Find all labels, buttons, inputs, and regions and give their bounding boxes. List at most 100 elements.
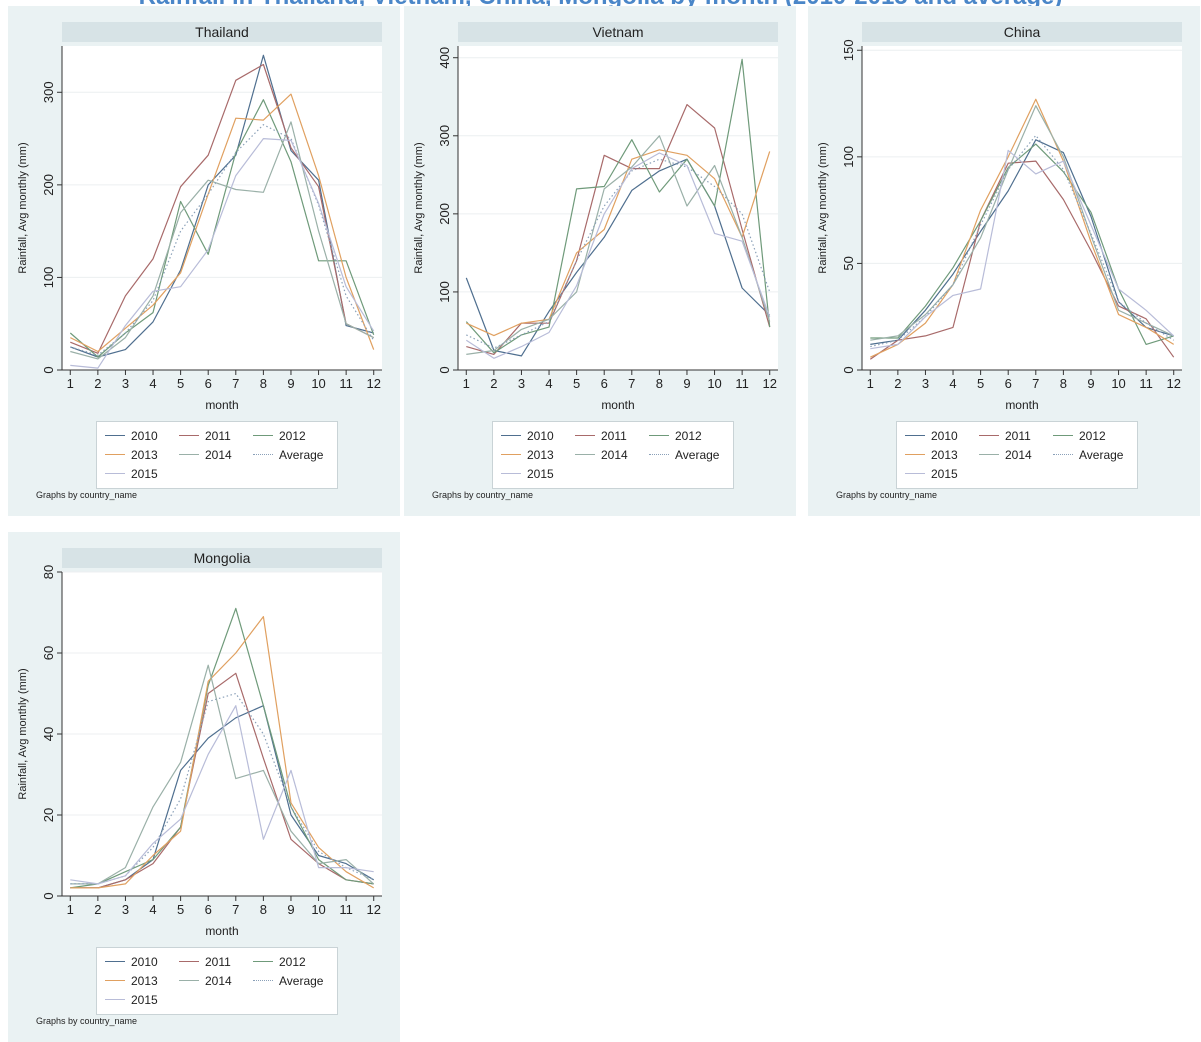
- panel-thailand: Thailand 0 100 200 300 1 2 3 4 5 6 7 8 9 10 11 12 month Ra…: [8, 6, 400, 516]
- graphs-by-note: Graphs by country_name: [432, 490, 534, 500]
- x-tick-label: 6: [205, 376, 212, 391]
- legend-swatch: [501, 473, 521, 474]
- graphs-by-note: Graphs by country_name: [36, 490, 138, 500]
- legend-swatch: [105, 454, 125, 455]
- x-tick-label: 10: [1111, 376, 1125, 391]
- legend-swatch: [179, 980, 199, 981]
- legend-label: 2010: [931, 429, 958, 443]
- x-tick-label: 2: [94, 902, 101, 917]
- x-tick-label: 11: [339, 902, 353, 917]
- legend: 2010 2011 2012 2013 2014 Average 2015: [96, 947, 338, 1015]
- facet-title: Mongolia: [194, 550, 251, 566]
- y-axis-title: Rainfall, Avg monthly (mm): [17, 142, 29, 273]
- x-tick-label: 12: [1166, 376, 1180, 391]
- facet-title: China: [1004, 24, 1041, 40]
- legend-swatch: [905, 454, 925, 455]
- x-tick-label: 12: [366, 376, 380, 391]
- legend-label: 2011: [205, 429, 231, 443]
- y-tick-label: 0: [41, 366, 56, 373]
- series-line-2013: [70, 615, 375, 889]
- legend-label: 2010: [131, 955, 158, 969]
- series-line-2010: [870, 139, 1174, 345]
- y-tick-label: 200: [41, 174, 56, 196]
- x-axis-title: month: [601, 398, 634, 412]
- legend-label: Average: [1079, 448, 1124, 462]
- plot-area: [62, 46, 382, 370]
- legend-swatch: [253, 454, 273, 455]
- legend-swatch: [253, 961, 273, 962]
- legend-swatch: [253, 435, 273, 436]
- facet-strip: [62, 22, 382, 42]
- x-tick-label: 10: [311, 902, 325, 917]
- y-tick-label: 0: [437, 366, 452, 373]
- legend-label: 2012: [279, 429, 306, 443]
- x-tick-label: 9: [683, 376, 690, 391]
- x-tick-label: 7: [232, 376, 239, 391]
- legend-swatch: [253, 980, 273, 981]
- x-tick-label: 4: [545, 376, 552, 391]
- x-tick-label: 6: [1005, 376, 1012, 391]
- plot-area: [862, 46, 1182, 370]
- graphs-by-note: Graphs by country_name: [36, 1016, 138, 1026]
- legend-label: 2013: [931, 448, 958, 462]
- legend-swatch: [979, 454, 999, 455]
- x-tick-label: 8: [260, 376, 267, 391]
- series-line-2010: [465, 158, 771, 357]
- legend-label: 2014: [205, 448, 232, 462]
- y-axis-title: Rainfall, Avg monthly (mm): [17, 668, 29, 799]
- legend-label: 2013: [527, 448, 554, 462]
- legend-swatch: [979, 435, 999, 436]
- series-line-2012: [69, 99, 375, 358]
- x-tick-label: 8: [260, 902, 267, 917]
- legend-label: 2010: [131, 429, 158, 443]
- legend-label: 2012: [1079, 429, 1106, 443]
- legend-swatch: [575, 454, 595, 455]
- x-tick-label: 1: [867, 376, 874, 391]
- legend-label: Average: [279, 448, 324, 462]
- legend: 2010 2011 2012 2013 2014 Average 2015: [492, 421, 734, 489]
- x-tick-label: 3: [518, 376, 525, 391]
- panel-china: China 0 50 100 150 1 2 3 4 5 6 7 8 9 10 11 12 month Rainfa…: [808, 6, 1200, 516]
- legend-swatch: [105, 961, 125, 962]
- legend-label: 2014: [205, 974, 232, 988]
- x-tick-label: 8: [1060, 376, 1067, 391]
- legend-swatch: [905, 473, 925, 474]
- x-tick-label: 3: [122, 902, 129, 917]
- x-tick-label: 4: [149, 376, 156, 391]
- y-tick-label: 50: [841, 256, 856, 270]
- legend-swatch: [1053, 435, 1073, 436]
- x-tick-label: 1: [67, 902, 74, 917]
- facet-title: Thailand: [195, 24, 249, 40]
- legend-swatch: [905, 435, 925, 436]
- facet-strip: [862, 22, 1182, 42]
- x-tick-label: 5: [977, 376, 984, 391]
- x-tick-label: 2: [894, 376, 901, 391]
- y-axis-title: Rainfall, Avg monthly (mm): [413, 142, 425, 273]
- series-line-average: [70, 124, 375, 356]
- y-tick-label: 150: [841, 39, 856, 61]
- x-tick-label: 2: [490, 376, 497, 391]
- legend-swatch: [105, 980, 125, 981]
- legend-label: 2011: [1005, 429, 1031, 443]
- x-tick-label: 10: [311, 376, 325, 391]
- legend-label: 2014: [1005, 448, 1032, 462]
- legend-label: 2013: [131, 448, 158, 462]
- legend: 2010 2011 2012 2013 2014 Average 2015: [896, 421, 1138, 489]
- x-tick-label: 5: [177, 376, 184, 391]
- legend-label: 2010: [527, 429, 554, 443]
- x-tick-label: 11: [1139, 376, 1153, 391]
- y-tick-label: 20: [41, 808, 56, 822]
- series-line-average: [870, 134, 1175, 348]
- series-line-2013: [466, 149, 771, 337]
- y-tick-label: 0: [41, 892, 56, 899]
- series-line-2013: [870, 98, 1175, 358]
- x-tick-label: 10: [707, 376, 721, 391]
- x-tick-label: 9: [287, 376, 294, 391]
- legend-swatch: [105, 999, 125, 1000]
- y-tick-label: 100: [841, 146, 856, 168]
- legend-swatch: [575, 435, 595, 436]
- y-axis-title: Rainfall, Avg monthly (mm): [817, 142, 829, 273]
- legend-label: 2015: [931, 467, 958, 481]
- legend-swatch: [501, 454, 521, 455]
